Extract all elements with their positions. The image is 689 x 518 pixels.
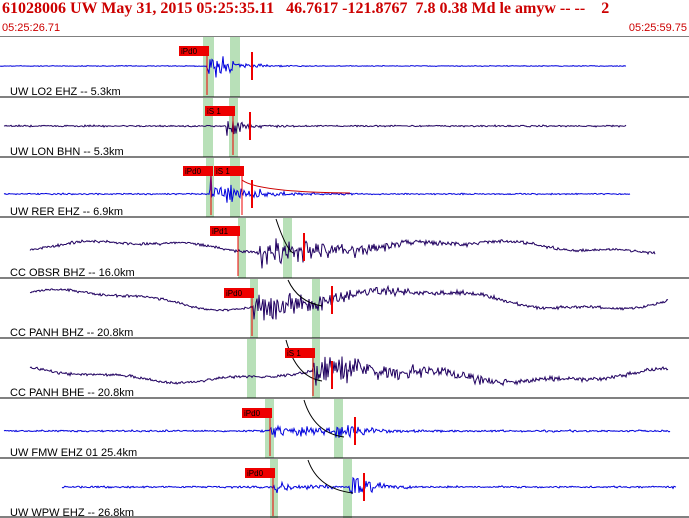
pick-window-band (203, 37, 214, 97)
start-time: 05:25:26.71 (2, 22, 61, 34)
pick-window-band (250, 279, 258, 338)
pick-window-band (230, 37, 240, 97)
waveform-trace[interactable] (29, 356, 669, 387)
travel-time-curve (275, 218, 294, 254)
event-header: 61028006 UW May 31, 2015 05:25:35.11 46.… (0, 0, 689, 36)
travel-time-curve (287, 279, 323, 307)
waveform-trace[interactable] (0, 56, 627, 78)
pick-label-box[interactable] (242, 408, 272, 418)
end-time: 05:25:59.75 (628, 22, 687, 34)
pick-window-band (270, 459, 278, 518)
travel-time-curve (307, 459, 354, 494)
pick-label-box[interactable] (214, 166, 244, 176)
pick-label-box[interactable] (210, 226, 240, 236)
pick-label-box[interactable] (179, 46, 209, 56)
pick-window-band (238, 218, 246, 278)
waveform-trace[interactable] (3, 171, 631, 203)
pick-label-box[interactable] (205, 106, 235, 116)
pick-label[interactable]: iS 1 (287, 349, 301, 358)
pick-window-band (283, 218, 292, 278)
waveform-trace[interactable] (3, 424, 671, 439)
waveform-trace[interactable] (61, 476, 677, 495)
coda-curve (241, 179, 351, 194)
pick-label[interactable]: iS 1 (207, 107, 221, 116)
station-label: UW FMW EHZ 01 25.4km (10, 447, 137, 459)
station-label: UW LON BHN -- 5.3km (10, 146, 124, 158)
pick-label-box[interactable] (245, 468, 275, 478)
station-label: CC OBSR BHZ -- 16.0km (10, 267, 135, 279)
pick-label[interactable]: iPd0 (181, 47, 198, 56)
pick-window-band (230, 158, 240, 217)
station-label: CC PANH BHZ -- 20.8km (10, 327, 133, 339)
waveform-trace[interactable] (3, 120, 627, 136)
travel-time-curve (303, 399, 345, 438)
pick-window-band (343, 459, 352, 518)
pick-label[interactable]: iPd0 (185, 167, 202, 176)
pick-label[interactable]: iS 1 (216, 167, 230, 176)
waveform-trace[interactable] (29, 238, 656, 269)
event-title: 61028006 UW May 31, 2015 05:25:35.11 46.… (2, 0, 610, 17)
station-label: UW RER EHZ -- 6.9km (10, 206, 123, 218)
pick-window-band (312, 339, 320, 398)
pick-label[interactable]: iPd1 (212, 227, 229, 236)
pick-label-box[interactable] (183, 166, 213, 176)
pick-window-band (203, 98, 213, 157)
pick-label[interactable]: iPd0 (226, 289, 243, 298)
waveform-trace[interactable] (29, 284, 669, 321)
pick-label[interactable]: iPd0 (247, 469, 264, 478)
station-label: UW WPW EHZ -- 26.8km (10, 507, 134, 518)
pick-label[interactable]: iPd0 (244, 409, 261, 418)
pick-label-box[interactable] (285, 348, 315, 358)
seismogram-panel[interactable]: iPd0 UW LO2 EHZ -- 5.3km iS 1 UW LON BHN --… (0, 36, 689, 518)
pick-window-band (247, 339, 256, 398)
station-label: UW LO2 EHZ -- 5.3km (10, 86, 121, 98)
travel-time-curve (285, 339, 323, 382)
pick-label-box[interactable] (224, 288, 254, 298)
station-label: CC PANH BHE -- 20.8km (10, 387, 134, 399)
